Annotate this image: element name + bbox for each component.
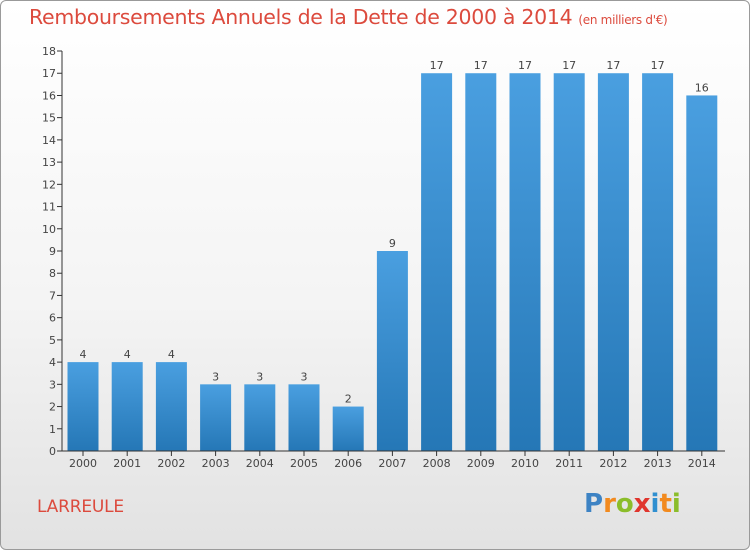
bar (155, 362, 187, 451)
proxiti-logo: Proxiti (584, 489, 681, 519)
x-tick-label: 2006 (334, 457, 362, 470)
x-tick-label: 2014 (688, 457, 716, 470)
bar (421, 73, 453, 451)
y-tick-label: 3 (49, 378, 56, 391)
bar (509, 73, 541, 451)
y-tick-label: 14 (42, 134, 56, 147)
logo-letter: r (603, 489, 616, 519)
x-tick-label: 2004 (246, 457, 274, 470)
chart-title-text: Remboursements Annuels de la Dette de 20… (29, 5, 573, 29)
bar (67, 362, 99, 451)
x-tick-label: 2011 (555, 457, 583, 470)
data-label: 17 (606, 59, 620, 72)
x-tick-label: 2013 (644, 457, 672, 470)
data-label: 17 (474, 59, 488, 72)
logo-letter: P (584, 489, 604, 519)
data-label: 17 (518, 59, 532, 72)
data-label: 3 (301, 370, 308, 383)
data-label: 17 (562, 59, 576, 72)
commune-name: LARREULE (37, 497, 124, 517)
data-label: 3 (256, 370, 263, 383)
y-tick-label: 10 (42, 223, 56, 236)
y-tick-label: 7 (49, 289, 56, 302)
logo-letter: i (671, 489, 681, 519)
data-label: 17 (430, 59, 444, 72)
y-tick-label: 18 (42, 45, 56, 58)
y-tick-label: 9 (49, 245, 56, 258)
bar (332, 406, 364, 451)
bar (686, 95, 718, 451)
data-label: 17 (651, 59, 665, 72)
bar (465, 73, 497, 451)
y-tick-label: 8 (49, 267, 56, 280)
data-label: 2 (345, 393, 352, 406)
x-tick-label: 2009 (467, 457, 495, 470)
x-tick-label: 2008 (423, 457, 451, 470)
bar (111, 362, 143, 451)
data-label: 4 (124, 348, 131, 361)
bar (288, 384, 320, 451)
chart-unit-note: (en milliers d'€) (578, 13, 668, 27)
bar (553, 73, 585, 451)
chart-title: Remboursements Annuels de la Dette de 20… (29, 5, 668, 29)
y-tick-label: 2 (49, 401, 56, 414)
x-tick-label: 2000 (69, 457, 97, 470)
y-tick-label: 13 (42, 156, 56, 169)
y-tick-label: 4 (49, 356, 56, 369)
bar (642, 73, 674, 451)
x-axis: 2000 2001 2002 2003 2004 2005 2006 2007 2008 2009… (62, 450, 725, 470)
y-tick-label: 16 (42, 89, 56, 102)
data-label: 4 (80, 348, 87, 361)
bar (597, 73, 629, 451)
x-tick-label: 2003 (202, 457, 230, 470)
data-label: 4 (168, 348, 175, 361)
x-tick-label: 2001 (113, 457, 141, 470)
x-tick-label: 2007 (378, 457, 406, 470)
data-label: 3 (212, 370, 219, 383)
y-tick-label: 15 (42, 112, 56, 125)
x-tick-label: 2012 (599, 457, 627, 470)
logo-letter: t (659, 489, 672, 519)
data-label: 9 (389, 237, 396, 250)
x-tick-label: 2010 (511, 457, 539, 470)
logo-letter: x (633, 489, 651, 519)
logo-letter: o (615, 489, 634, 519)
y-tick-label: 6 (49, 312, 56, 325)
bar-series: 4 4 4 3 3 3 2 9 17 17 17 17 17 17 16 (67, 59, 718, 451)
y-tick-label: 17 (42, 67, 56, 80)
y-tick-label: 1 (49, 423, 56, 436)
y-tick-label: 5 (49, 334, 56, 347)
x-tick-label: 2002 (157, 457, 185, 470)
data-label: 16 (695, 81, 709, 94)
bar (244, 384, 276, 451)
x-tick-label: 2005 (290, 457, 318, 470)
bar (200, 384, 232, 451)
y-tick-label: 0 (49, 445, 56, 458)
bar (376, 251, 408, 451)
logo-letter: i (650, 489, 660, 519)
y-tick-label: 11 (42, 201, 56, 214)
y-tick-label: 12 (42, 178, 56, 191)
